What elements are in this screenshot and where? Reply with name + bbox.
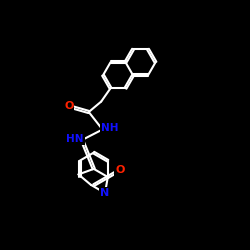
Text: HN: HN <box>66 134 84 144</box>
Text: O: O <box>115 165 124 175</box>
Text: NH: NH <box>101 123 118 133</box>
Text: N: N <box>100 188 110 198</box>
Text: O: O <box>64 101 74 111</box>
